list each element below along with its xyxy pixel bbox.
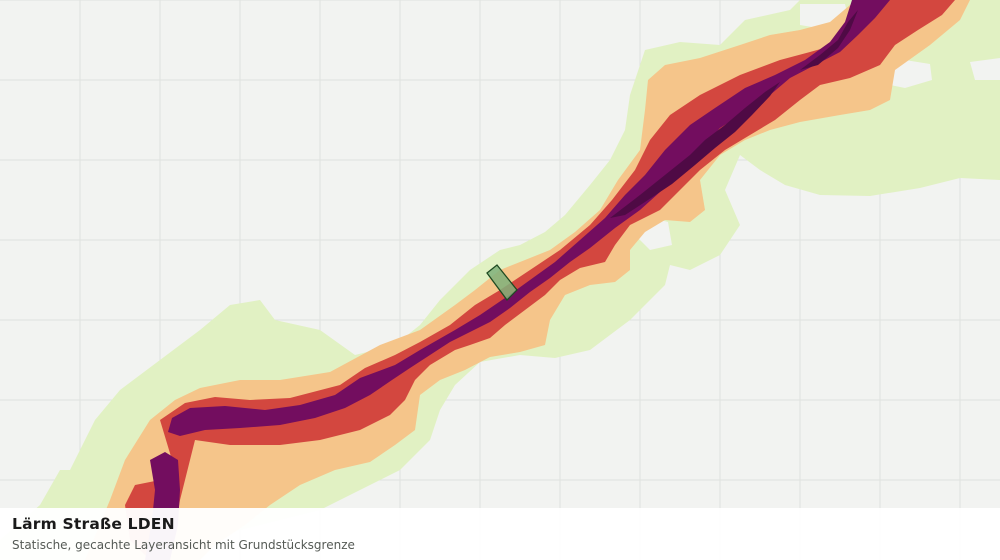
parcel-boundary[interactable] (486, 264, 518, 301)
map-hole (970, 58, 1000, 80)
map-caption-panel: Lärm Straße LDEN Statische, gecachte Lay… (0, 508, 1000, 560)
parcel-polygon[interactable] (486, 264, 518, 301)
map-title: Lärm Straße LDEN (12, 515, 175, 533)
noise-band-very-high (145, 0, 890, 560)
map-subtitle: Statische, gecachte Layeransicht mit Gru… (12, 538, 355, 552)
